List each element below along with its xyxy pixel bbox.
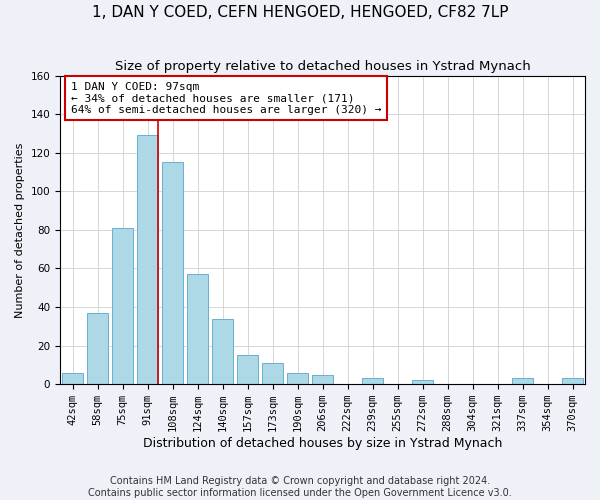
Bar [312,374,333,384]
Bar [287,372,308,384]
Bar [62,372,83,384]
X-axis label: Distribution of detached houses by size in Ystrad Mynach: Distribution of detached houses by size … [143,437,502,450]
Text: Contains HM Land Registry data © Crown copyright and database right 2024.
Contai: Contains HM Land Registry data © Crown c… [88,476,512,498]
Bar [112,228,133,384]
Bar [162,162,183,384]
Bar [212,318,233,384]
Y-axis label: Number of detached properties: Number of detached properties [15,142,25,318]
Text: 1 DAN Y COED: 97sqm
← 34% of detached houses are smaller (171)
64% of semi-detac: 1 DAN Y COED: 97sqm ← 34% of detached ho… [71,82,381,115]
Bar [262,363,283,384]
Bar [237,356,258,384]
Bar [187,274,208,384]
Text: 1, DAN Y COED, CEFN HENGOED, HENGOED, CF82 7LP: 1, DAN Y COED, CEFN HENGOED, HENGOED, CF… [92,5,508,20]
Bar [412,380,433,384]
Bar [137,136,158,384]
Bar [512,378,533,384]
Bar [562,378,583,384]
Title: Size of property relative to detached houses in Ystrad Mynach: Size of property relative to detached ho… [115,60,530,73]
Bar [87,313,108,384]
Bar [362,378,383,384]
